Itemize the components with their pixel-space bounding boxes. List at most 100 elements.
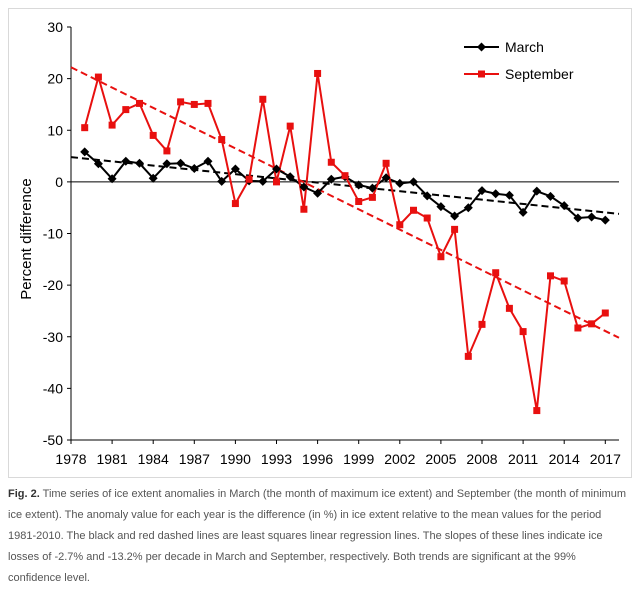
march-point [162,159,172,169]
march-point [313,188,323,198]
x-tick-label: 1999 [343,451,374,467]
x-tick-label: 2011 [508,451,538,467]
september-point [286,122,294,130]
x-tick-label: 1990 [220,451,251,467]
legend: March September [464,39,574,82]
caption-text: Time series of ice extent anomalies in M… [8,488,627,584]
legend-september-marker [478,70,485,78]
september-point [588,320,596,328]
september-point [108,121,116,129]
march-point [135,158,144,168]
march-point [477,186,487,196]
september-point [122,106,130,114]
september-point [245,175,253,183]
march-point [285,172,295,182]
september-point [218,136,226,144]
series-markers [80,69,610,415]
y-tick-label: -30 [43,329,63,345]
trend-lines [70,66,620,339]
march-point [354,180,364,190]
march-point [107,174,117,184]
march-point [491,189,501,199]
axes [67,26,619,444]
march-point [409,177,418,187]
x-tick-label: 1987 [179,451,210,467]
march-point [299,182,309,192]
march-point [573,213,583,223]
march-point [600,215,610,225]
march-point [93,159,103,169]
september-point [574,324,582,332]
september-point [149,131,157,139]
x-tick-label: 1978 [55,451,86,467]
march-point [326,174,336,184]
x-tick-label: 1996 [302,451,333,467]
september-trend-line [70,66,620,339]
september-point [492,269,500,277]
ice-extent-chart: 30 20 10 0 -10 -20 -30 -40 -50 1978 1981 1984 1987 19… [18,19,621,467]
september-point [560,277,568,285]
march-point [272,164,281,174]
y-tick-label: 10 [47,122,63,138]
september-point [204,99,212,107]
y-axis-title: Percent difference [18,178,35,299]
september-point [300,205,308,213]
september-point [327,158,335,166]
series-lines [83,73,606,411]
x-tick-label: 2002 [384,451,415,467]
y-tick-label: 20 [47,71,63,87]
september-point [273,178,280,186]
march-point [121,156,131,166]
y-tick-label: -50 [43,432,63,448]
march-point [148,173,158,183]
legend-september-label: September [505,66,574,82]
september-point [533,407,541,415]
september-point [601,309,609,317]
chart-figure: 30 20 10 0 -10 -20 -30 -40 -50 1978 1981 1984 1987 19… [8,8,632,478]
x-tick-label: 1993 [261,451,292,467]
march-point [504,190,514,200]
legend-march-marker [477,42,486,52]
march-point [381,173,391,183]
march-point [450,211,460,221]
march-point [203,156,213,166]
march-point [367,183,377,193]
march-point [559,201,569,211]
march-point [436,202,446,212]
y-tick-label: -40 [43,380,63,396]
september-point [464,352,472,360]
september-point [136,99,143,107]
march-point [587,212,597,222]
legend-march-label: March [505,39,544,55]
y-tick-label: 0 [55,174,63,190]
september-point [81,124,89,132]
y-tick-label: -10 [43,226,63,242]
september-point [190,100,198,108]
x-tick-label: 1981 [97,451,128,467]
march-point [230,164,240,174]
march-point [422,191,432,201]
march-trend-line [70,156,620,215]
x-tick-label: 2005 [425,451,456,467]
september-point [94,73,102,81]
september-series-line [83,73,606,411]
september-point [177,98,185,106]
y-tick-label: -20 [43,277,63,293]
september-point [505,304,513,312]
september-point [368,193,376,201]
march-point [532,186,542,196]
x-tick-label: 2017 [590,451,621,467]
september-point [410,206,417,214]
september-point [259,95,267,103]
september-point [355,197,363,205]
september-point [423,214,431,222]
tick-labels: 30 20 10 0 -10 -20 -30 -40 -50 1978 1981 1984 1987 19… [43,19,621,467]
march-point [80,147,90,157]
september-point [478,320,486,328]
september-point [437,253,445,261]
september-point [382,159,390,167]
march-point [217,176,227,186]
y-tick-label: 30 [47,19,63,35]
x-tick-label: 2014 [549,451,580,467]
march-point [518,207,528,217]
